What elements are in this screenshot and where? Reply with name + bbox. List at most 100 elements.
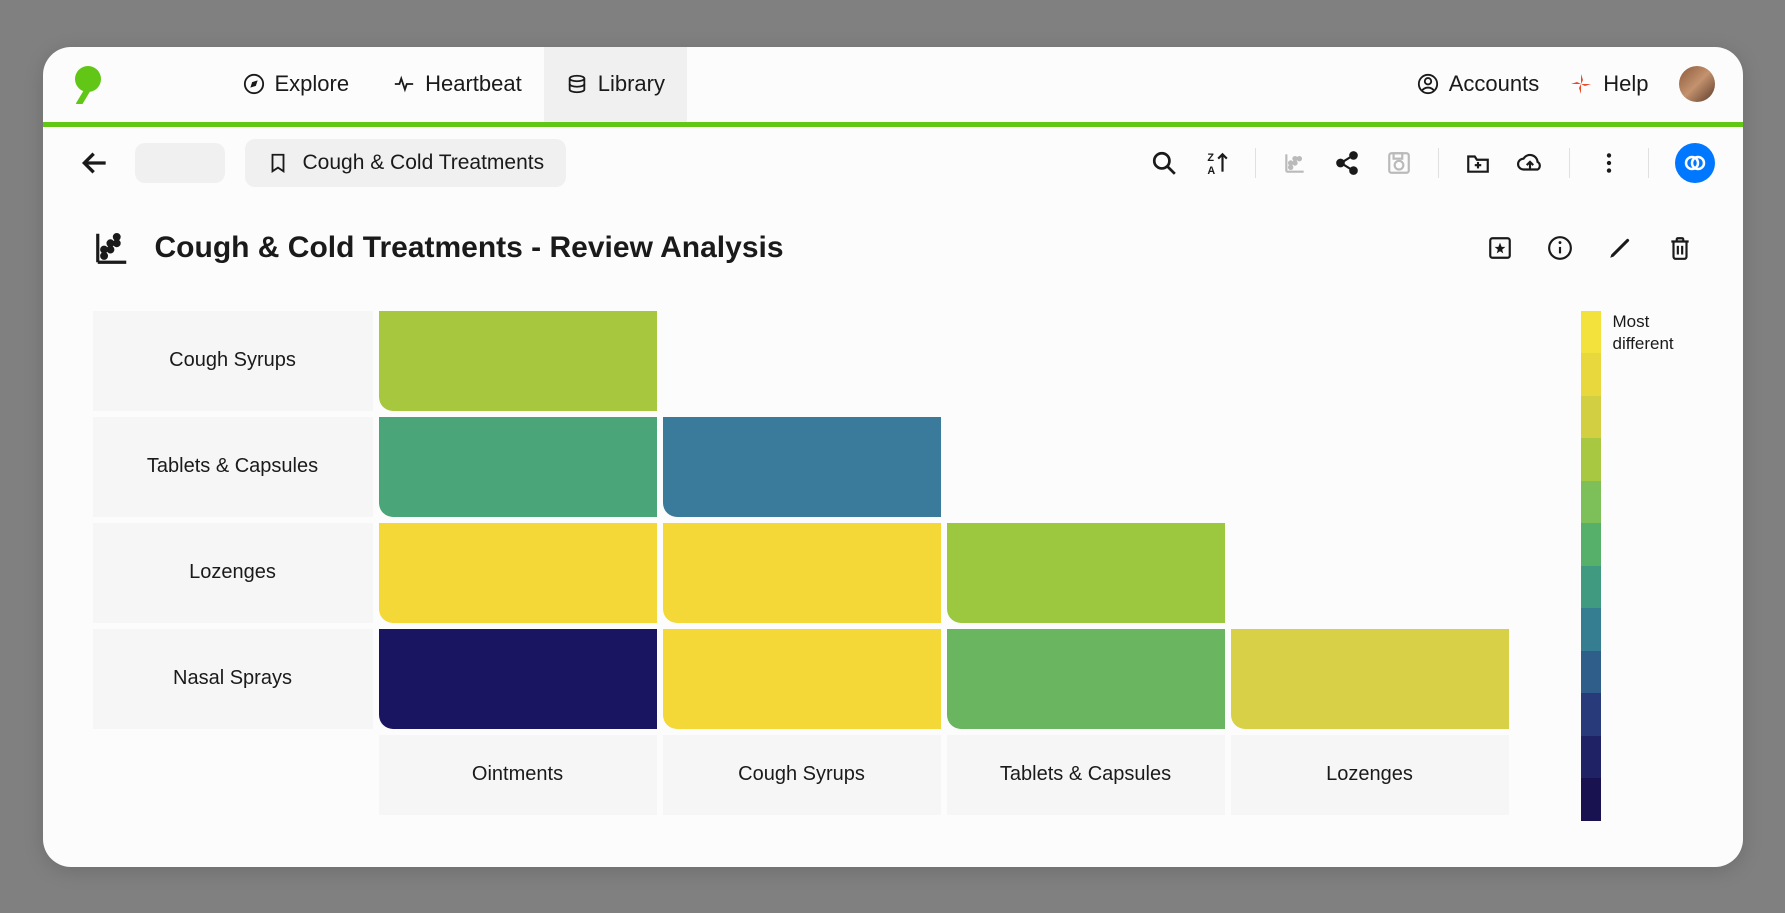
toolbar-separator xyxy=(1438,148,1439,178)
more-vertical-icon xyxy=(1596,150,1622,176)
user-avatar[interactable] xyxy=(1679,66,1715,102)
legend-swatch xyxy=(1581,481,1601,524)
heartbeat-icon xyxy=(393,73,415,95)
heatmap-row: Nasal Sprays xyxy=(93,629,1509,729)
legend-swatch xyxy=(1581,651,1601,694)
sort-za-icon: ZA xyxy=(1203,150,1229,176)
favorite-button[interactable] xyxy=(1487,235,1513,261)
nav-heartbeat-label: Heartbeat xyxy=(425,71,522,97)
ai-assist-button[interactable] xyxy=(1675,143,1715,183)
toolbar-separator xyxy=(1255,148,1256,178)
subbar: Cough & Cold Treatments ZA xyxy=(43,127,1743,199)
library-icon xyxy=(566,73,588,95)
legend-swatch xyxy=(1581,353,1601,396)
title-row: Cough & Cold Treatments - Review Analysi… xyxy=(93,229,1693,267)
nav-help[interactable]: Help xyxy=(1569,71,1648,97)
nav-help-label: Help xyxy=(1603,71,1648,97)
new-folder-button[interactable] xyxy=(1465,150,1491,176)
legend-swatch xyxy=(1581,693,1601,736)
toolbar-separator xyxy=(1648,148,1649,178)
legend-swatch xyxy=(1581,566,1601,609)
content-area: Cough & Cold Treatments - Review Analysi… xyxy=(43,199,1743,867)
col-label: Ointments xyxy=(379,735,657,815)
chart-type-icon xyxy=(93,229,131,267)
heatmap-cell[interactable] xyxy=(947,629,1225,729)
main-nav: Explore Heartbeat Library xyxy=(221,47,687,122)
nav-explore-label: Explore xyxy=(275,71,350,97)
heatmap-cell[interactable] xyxy=(947,523,1225,623)
app-window: Explore Heartbeat Library Accounts xyxy=(43,47,1743,867)
breadcrumb-current[interactable]: Cough & Cold Treatments xyxy=(245,139,567,187)
legend-label-top: Most different xyxy=(1613,311,1693,355)
search-icon xyxy=(1151,150,1177,176)
chart-icon xyxy=(1282,150,1308,176)
toolbar-separator xyxy=(1569,148,1570,178)
right-nav: Accounts Help xyxy=(1417,66,1715,102)
delete-button[interactable] xyxy=(1667,235,1693,261)
chart-type-button[interactable] xyxy=(1282,150,1308,176)
breadcrumb-title: Cough & Cold Treatments xyxy=(303,151,545,175)
svg-text:A: A xyxy=(1207,164,1215,175)
title-actions xyxy=(1487,235,1693,261)
nav-library-label: Library xyxy=(598,71,665,97)
heatmap-cell[interactable] xyxy=(379,629,657,729)
col-label: Tablets & Capsules xyxy=(947,735,1225,815)
nav-accounts[interactable]: Accounts xyxy=(1417,71,1540,97)
star-box-icon xyxy=(1487,235,1513,261)
sort-button[interactable]: ZA xyxy=(1203,150,1229,176)
row-label: Nasal Sprays xyxy=(93,629,373,729)
help-icon xyxy=(1569,72,1593,96)
legend-swatch xyxy=(1581,396,1601,439)
nav-library[interactable]: Library xyxy=(544,47,687,122)
share-icon xyxy=(1334,150,1360,176)
app-logo[interactable] xyxy=(71,64,111,104)
bookmark-icon xyxy=(267,152,289,174)
breadcrumb-parent[interactable] xyxy=(135,143,225,183)
nav-explore[interactable]: Explore xyxy=(221,47,372,122)
folder-plus-icon xyxy=(1465,150,1491,176)
save-icon xyxy=(1386,150,1412,176)
more-button[interactable] xyxy=(1596,150,1622,176)
info-button[interactable] xyxy=(1547,235,1573,261)
legend-swatch xyxy=(1581,736,1601,779)
save-button[interactable] xyxy=(1386,150,1412,176)
pencil-icon xyxy=(1607,235,1633,261)
link-icon xyxy=(1683,151,1707,175)
svg-text:Z: Z xyxy=(1207,151,1214,163)
legend-swatch xyxy=(1581,438,1601,481)
cloud-button[interactable] xyxy=(1517,150,1543,176)
heatmap-cell[interactable] xyxy=(1231,629,1509,729)
row-label: Cough Syrups xyxy=(93,311,373,411)
legend-scale xyxy=(1581,311,1601,821)
nav-heartbeat[interactable]: Heartbeat xyxy=(371,47,544,122)
col-labels-row: OintmentsCough SyrupsTablets & CapsulesL… xyxy=(93,735,1509,815)
heatmap-row: Lozenges xyxy=(93,523,1509,623)
col-label: Lozenges xyxy=(1231,735,1509,815)
arrow-left-icon xyxy=(79,147,111,179)
page-title: Cough & Cold Treatments - Review Analysi… xyxy=(155,231,784,265)
heatmap-wrap: Cough SyrupsTablets & CapsulesLozengesNa… xyxy=(93,311,1693,821)
toolbar: ZA xyxy=(1151,143,1715,183)
edit-button[interactable] xyxy=(1607,235,1633,261)
nav-accounts-label: Accounts xyxy=(1449,71,1540,97)
heatmap-cell[interactable] xyxy=(379,417,657,517)
account-icon xyxy=(1417,73,1439,95)
heatmap-matrix: Cough SyrupsTablets & CapsulesLozengesNa… xyxy=(93,311,1509,821)
compass-icon xyxy=(243,73,265,95)
legend-swatch xyxy=(1581,523,1601,566)
heatmap-row: Cough Syrups xyxy=(93,311,1509,411)
heatmap-cell[interactable] xyxy=(663,523,941,623)
heatmap-row: Tablets & Capsules xyxy=(93,417,1509,517)
legend-swatch xyxy=(1581,778,1601,821)
legend-swatch xyxy=(1581,311,1601,354)
heatmap-cell[interactable] xyxy=(663,417,941,517)
heatmap-legend: Most different xyxy=(1541,311,1693,821)
search-button[interactable] xyxy=(1151,150,1177,176)
heatmap-cell[interactable] xyxy=(379,523,657,623)
share-button[interactable] xyxy=(1334,150,1360,176)
heatmap-cell[interactable] xyxy=(663,629,941,729)
heatmap-cell[interactable] xyxy=(379,311,657,411)
topbar: Explore Heartbeat Library Accounts xyxy=(43,47,1743,127)
back-button[interactable] xyxy=(71,139,119,187)
row-label: Tablets & Capsules xyxy=(93,417,373,517)
